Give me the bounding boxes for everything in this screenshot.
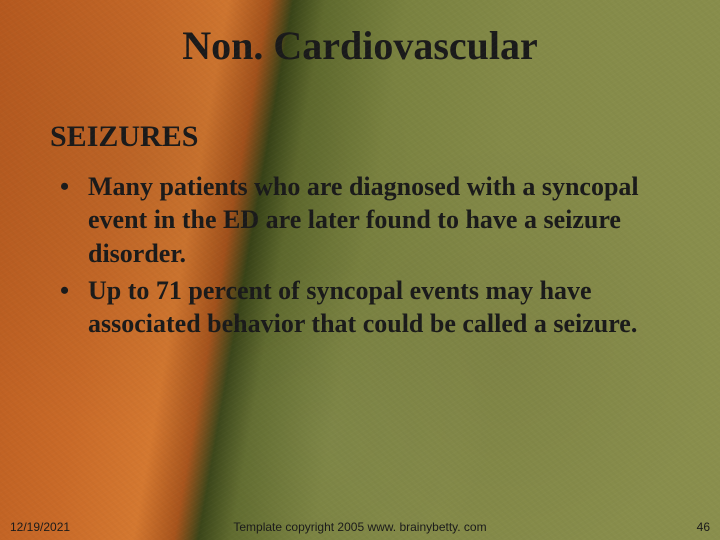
list-item: Many patients who are diagnosed with a s… — [50, 170, 680, 270]
footer-copyright: Template copyright 2005 www. brainybetty… — [0, 520, 720, 534]
footer-page-number: 46 — [697, 520, 710, 534]
slide-title: Non. Cardiovascular — [0, 22, 720, 69]
slide-subtitle: SEIZURES — [50, 120, 198, 154]
slide: Non. Cardiovascular SEIZURES Many patien… — [0, 0, 720, 540]
slide-body: Many patients who are diagnosed with a s… — [50, 170, 680, 344]
list-item: Up to 71 percent of syncopal events may … — [50, 274, 680, 341]
bullet-list: Many patients who are diagnosed with a s… — [50, 170, 680, 340]
